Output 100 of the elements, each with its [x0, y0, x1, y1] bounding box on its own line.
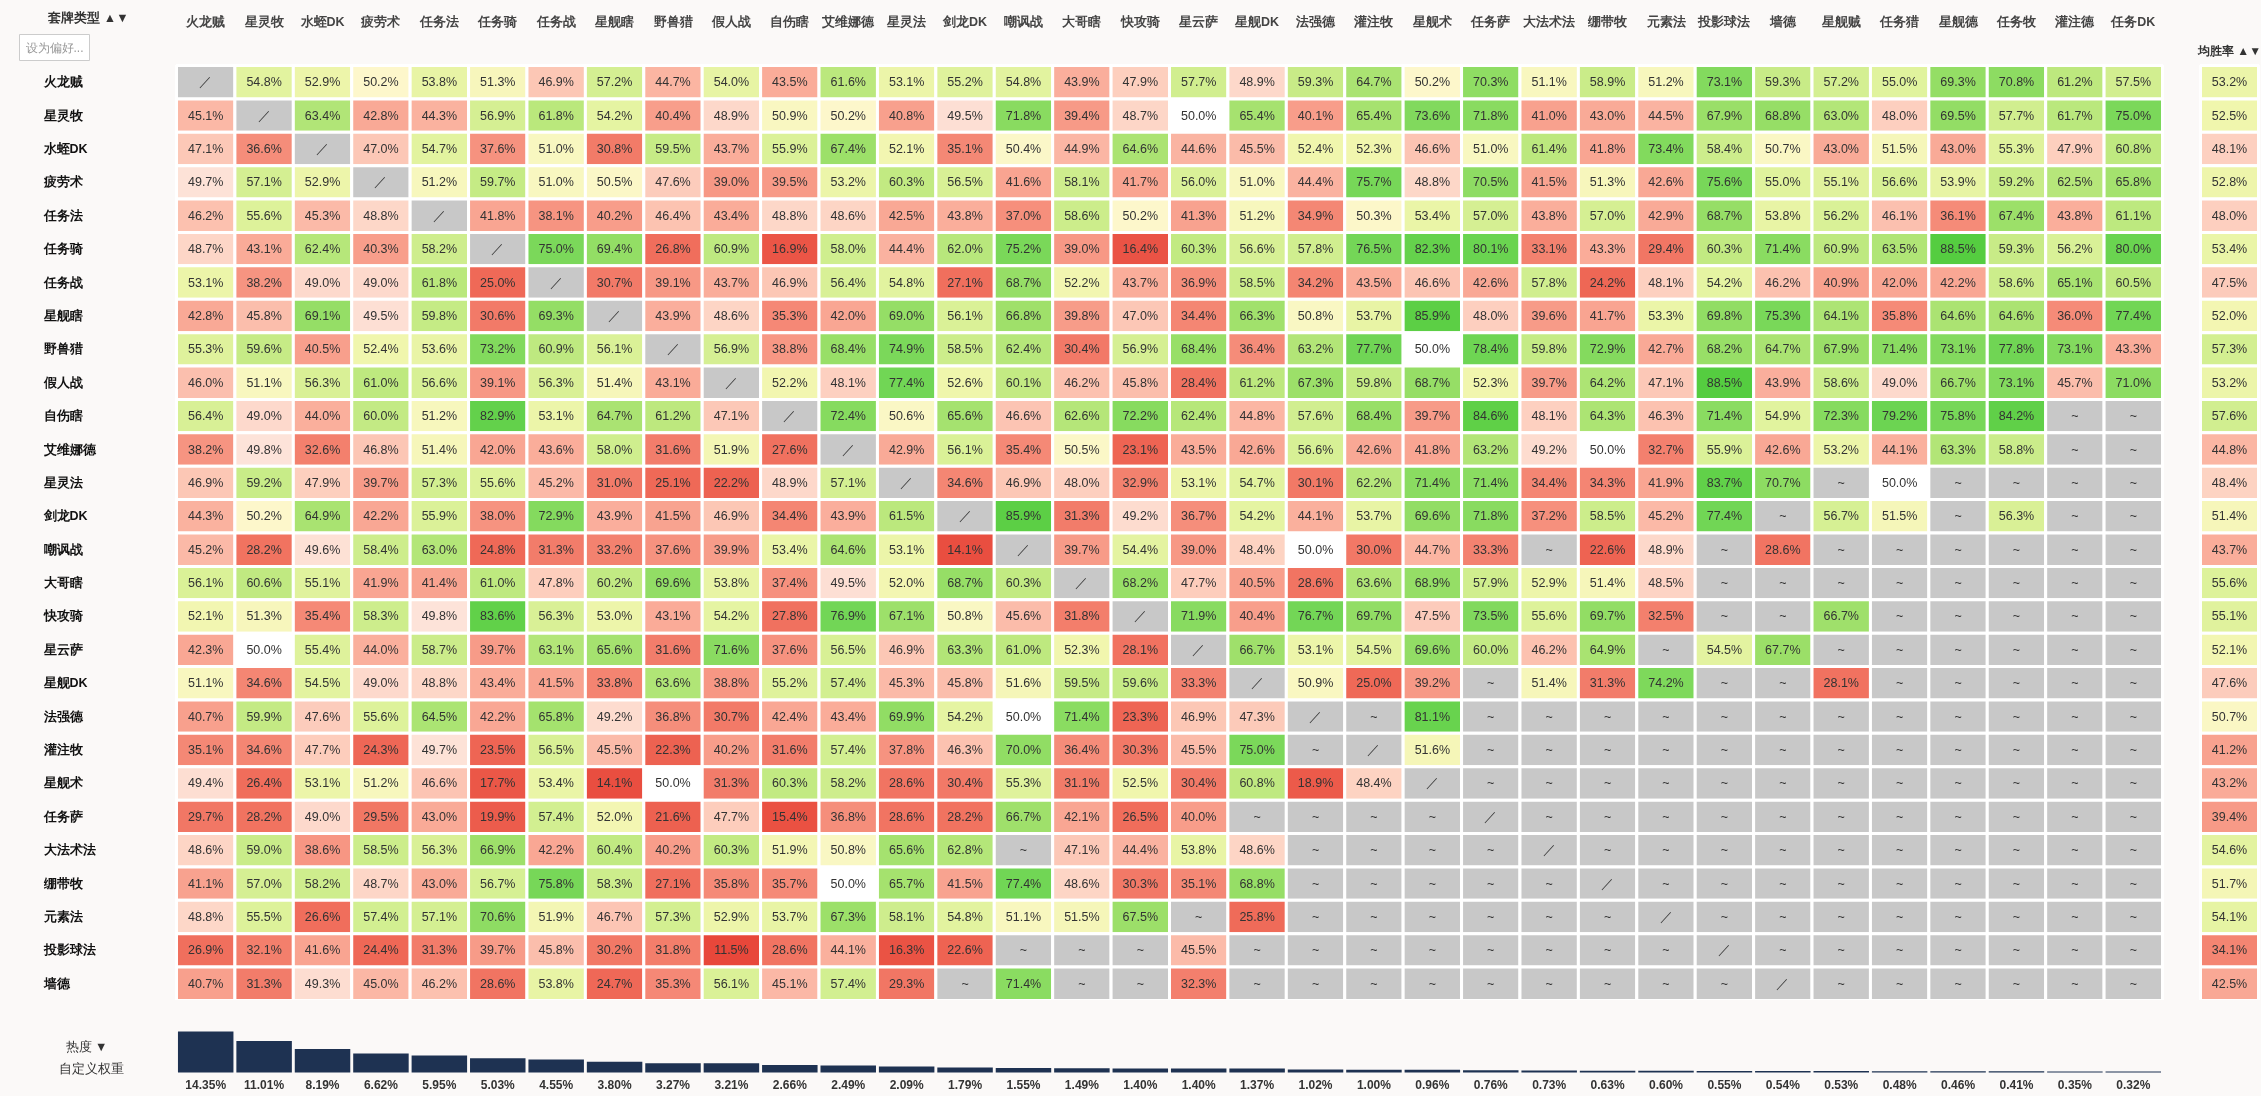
data-label: 45.5% — [596, 743, 633, 758]
data-label: 50.0% — [655, 776, 691, 791]
data-label: 43.9% — [830, 509, 866, 524]
y-tick-label: 灌注牧 — [42, 742, 84, 758]
data-label: 43.1% — [655, 375, 691, 390]
data-label: 42.5% — [2211, 976, 2248, 991]
data-label: 48.1% — [830, 375, 866, 390]
data-label: 41.7% — [1122, 175, 1159, 190]
text: ~ — [1837, 576, 1845, 591]
data-label: 43.9% — [1765, 375, 1801, 390]
data-label: 71.4% — [1881, 342, 1918, 357]
data-label: 45.8% — [947, 676, 983, 691]
data-label: 35.3% — [655, 976, 691, 991]
data-label: 45.6% — [1005, 609, 1042, 624]
bar — [353, 1053, 409, 1073]
data-label: 39.0% — [1064, 242, 1100, 257]
data-label: 57.3% — [2211, 342, 2248, 357]
data-label: 47.1% — [187, 141, 224, 156]
data-label: 40.3% — [363, 242, 399, 257]
data-label: 67.7% — [1765, 642, 1801, 657]
text: ~ — [1662, 976, 1670, 991]
text: ~ — [1720, 542, 1729, 557]
data-label: 30.4% — [947, 776, 983, 791]
data-label: 31.1% — [1064, 776, 1100, 791]
text: ／ — [1133, 609, 1147, 624]
text: ／ — [1484, 809, 1498, 824]
data-label: 49.0% — [363, 676, 399, 691]
data-label: 49.2% — [1531, 442, 1567, 457]
data-label: 31.8% — [655, 943, 691, 958]
data-label: 58.2% — [830, 776, 866, 791]
data-label: 0.76% — [1473, 1077, 1509, 1092]
text: ~ — [1487, 843, 1495, 858]
data-label: 59.8% — [421, 308, 458, 323]
data-label: 49.0% — [363, 275, 399, 290]
text: ~ — [1779, 743, 1787, 758]
data-label: 50.5% — [596, 175, 633, 190]
data-label: 63.0% — [1823, 108, 1859, 123]
text: 热度 ▼ — [65, 1038, 108, 1054]
data-label: 45.1% — [772, 976, 808, 991]
text: ~ — [1954, 576, 1962, 591]
data-label: 70.6% — [480, 910, 516, 925]
data-label: 0.35% — [2057, 1077, 2093, 1092]
data-label: 45.8% — [538, 943, 574, 958]
data-label: 51.6% — [1005, 676, 1042, 691]
data-label: 58.6% — [1998, 275, 2035, 290]
data-label: 36.4% — [1239, 342, 1275, 357]
data-label: 61.6% — [830, 75, 866, 90]
text: ／ — [666, 342, 680, 357]
data-label: 73.6% — [1414, 108, 1451, 123]
data-label: 37.6% — [655, 542, 691, 557]
data-label: 46.9% — [772, 275, 808, 290]
data-label: 69.6% — [1414, 509, 1451, 524]
data-label: 34.6% — [246, 743, 282, 758]
data-label: 44.4% — [888, 242, 925, 257]
bar — [1287, 1069, 1344, 1073]
text: ~ — [2129, 943, 2137, 958]
data-label: 64.6% — [830, 542, 866, 557]
data-label: 41.9% — [1648, 475, 1684, 490]
data-label: 53.8% — [421, 75, 458, 90]
data-label: 49.2% — [1122, 509, 1159, 524]
data-label: 35.1% — [1180, 876, 1217, 891]
data-label: 71.8% — [1473, 509, 1509, 524]
data-label: 61.8% — [538, 108, 574, 123]
data-label: 30.1% — [1297, 475, 1334, 490]
data-label: 46.8% — [363, 442, 399, 457]
data-label: 73.2% — [480, 342, 516, 357]
text: ~ — [1603, 976, 1612, 991]
data-label: 53.2% — [1823, 442, 1859, 457]
x-tick-label: 快攻骑 — [1119, 14, 1160, 29]
data-label: 39.7% — [1414, 409, 1451, 424]
data-label: 29.7% — [187, 809, 224, 824]
data-label: 32.3% — [1180, 976, 1217, 991]
bar — [1229, 1068, 1285, 1073]
data-label: 52.6% — [947, 375, 983, 390]
data-label: 1.49% — [1064, 1077, 1100, 1092]
data-label: 48.8% — [363, 208, 399, 223]
data-label: 39.4% — [1064, 108, 1100, 123]
data-label: 50.7% — [2211, 709, 2248, 724]
data-label: 51.7% — [2211, 876, 2248, 891]
text: ~ — [1662, 743, 1670, 758]
data-label: 55.2% — [772, 676, 808, 691]
data-label: 52.9% — [304, 175, 341, 190]
data-label: 41.1% — [187, 876, 224, 891]
data-label: 55.6% — [246, 208, 282, 223]
data-label: 39.4% — [2211, 809, 2248, 824]
data-label: 22.2% — [713, 475, 750, 490]
data-label: 30.0% — [1356, 542, 1392, 557]
text: ~ — [2071, 542, 2079, 557]
data-label: 42.6% — [1765, 442, 1801, 457]
text: ~ — [1662, 809, 1670, 824]
data-label: 46.3% — [947, 743, 983, 758]
data-label: 50.8% — [947, 609, 983, 624]
y-axis-title: 套牌类型 ▲▼ — [47, 9, 129, 25]
bar — [1521, 1070, 1577, 1073]
data-label: 48.9% — [1239, 75, 1275, 90]
data-label: 30.2% — [596, 943, 633, 958]
data-label: 46.6% — [1414, 275, 1451, 290]
data-label: 32.6% — [304, 442, 341, 457]
data-label: 46.1% — [1881, 208, 1918, 223]
data-label: 34.3% — [1589, 475, 1626, 490]
